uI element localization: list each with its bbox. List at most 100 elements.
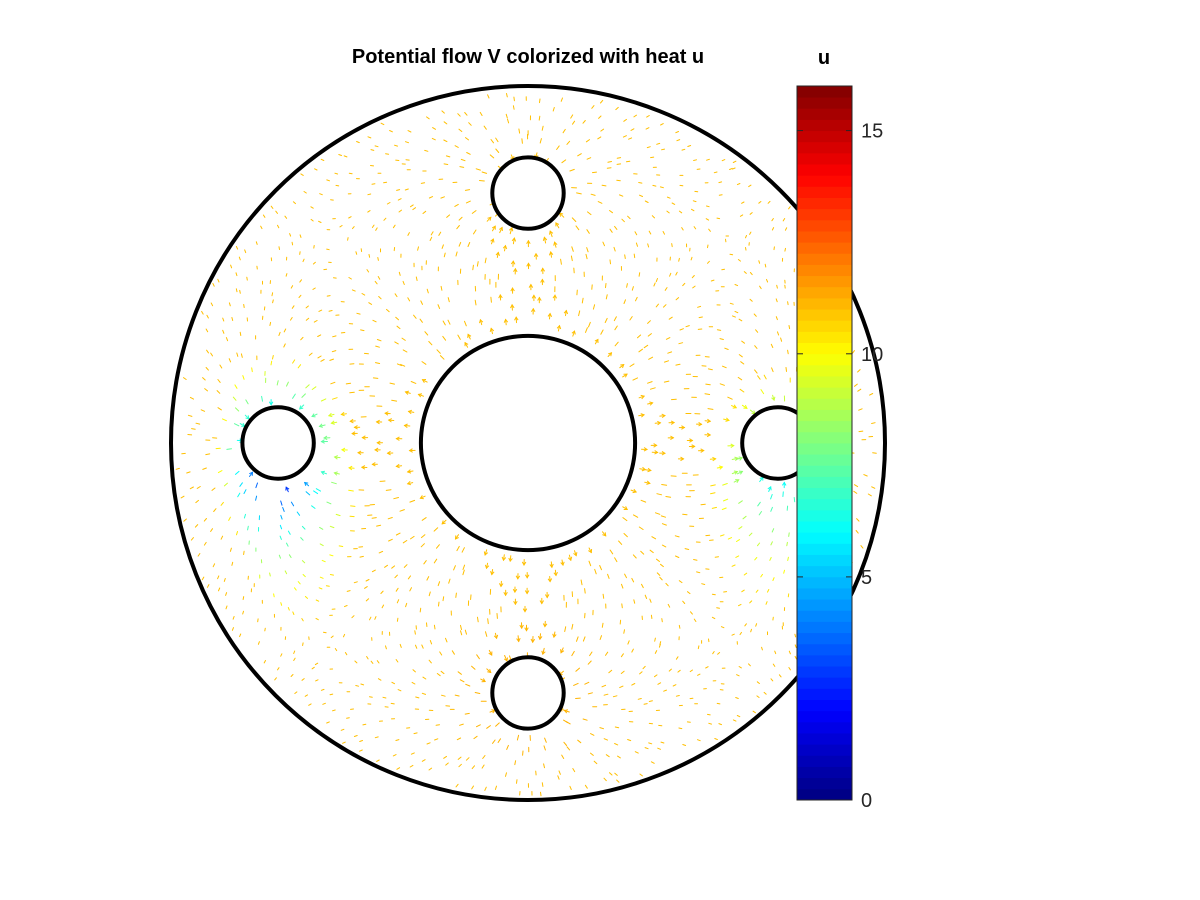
quiver-arrowhead [404, 390, 410, 395]
quiver-arrow [240, 353, 243, 358]
quiver-arrow [507, 118, 510, 124]
quiver-arrowhead [488, 651, 493, 656]
quiver-arrow [775, 316, 778, 321]
quiver-arrow [374, 145, 379, 148]
quiver-arrowhead [540, 278, 545, 283]
quiver-arrow [334, 172, 339, 175]
quiver-arrowhead [374, 447, 379, 453]
quiver-arrowhead [487, 668, 492, 674]
quiver-arrow [428, 341, 433, 346]
quiver-arrow [603, 693, 609, 696]
quiver-arrow [421, 517, 427, 521]
quiver-arrow [613, 246, 616, 252]
quiver-arrow [391, 565, 396, 569]
quiver-arrow [232, 616, 235, 620]
quiver-arrow [787, 556, 789, 561]
quiver-arrowhead [689, 438, 694, 443]
quiver-arrowhead [320, 470, 325, 476]
quiver-arrow [770, 494, 773, 500]
quiver-arrow [687, 145, 692, 147]
quiver-arrow [665, 582, 669, 587]
quiver-arrowhead [680, 456, 685, 462]
quiver-arrow [577, 153, 582, 157]
quiver-arrow [235, 470, 240, 475]
quiver-arrow [720, 534, 725, 537]
quiver-arrow [392, 754, 397, 757]
quiver-arrow [391, 399, 398, 402]
quiver-arrow [300, 173, 304, 176]
quiver-arrow [710, 484, 716, 487]
quiver-arrow [736, 715, 741, 718]
quiver-arrow [290, 674, 294, 677]
quiver-arrow [255, 482, 258, 489]
colorbar-band [797, 710, 852, 723]
quiver-arrow [438, 231, 442, 236]
quiver-arrow [429, 640, 433, 645]
quiver-arrow [343, 155, 348, 158]
quiver-arrow [410, 204, 414, 208]
quiver-arrow [476, 654, 480, 660]
quiver-arrow [389, 130, 393, 133]
quiver-arrow [705, 218, 710, 221]
quiver-arrow [395, 316, 399, 321]
colorbar-band [797, 521, 852, 533]
quiver-arrow [622, 517, 628, 522]
colorbar-tick-label: 0 [861, 790, 872, 812]
quiver-arrow [696, 571, 701, 574]
quiver-arrow [237, 492, 241, 498]
quiver-arrow [729, 167, 733, 170]
quiver-arrow [371, 569, 376, 573]
quiver-arrow [372, 377, 379, 379]
quiver-arrow [622, 135, 627, 138]
quiver-arrow [426, 116, 430, 120]
quiver-arrow [206, 349, 209, 354]
quiver-arrow [302, 642, 304, 646]
quiver-arrow [513, 96, 515, 102]
quiver-arrow [370, 149, 375, 151]
quiver-arrow [299, 234, 302, 238]
quiver-arrow [292, 393, 296, 399]
quiver-arrowhead [730, 443, 735, 449]
quiver-arrow [708, 228, 711, 232]
quiver-arrow [690, 611, 693, 615]
colorbar-band [797, 208, 852, 221]
colorbar-tick-label: 5 [861, 567, 872, 589]
quiver-arrow [481, 764, 485, 769]
quiver-arrow [322, 702, 326, 705]
quiver-arrow [210, 302, 214, 307]
quiver-arrow [284, 570, 288, 575]
quiver-arrow [656, 493, 663, 496]
quiver-arrow [484, 786, 487, 791]
quiver-arrowhead [526, 262, 531, 267]
quiver-arrow [405, 141, 409, 144]
quiver-arrow [217, 379, 221, 383]
colorbar-band [797, 610, 852, 622]
quiver-arrow [229, 547, 232, 552]
quiver-arrow [366, 656, 369, 660]
quiver-arrow [639, 671, 643, 675]
quiver-arrow [704, 393, 711, 395]
quiver-arrow [570, 114, 574, 119]
quiver-arrow [590, 193, 596, 196]
quiver-arrow [431, 137, 436, 141]
quiver-arrow [283, 328, 287, 333]
quiver-arrow [436, 544, 440, 549]
quiver-arrow [635, 296, 638, 302]
domain-boundaries [169, 84, 887, 802]
colorbar-band [797, 621, 852, 634]
quiver-arrow [205, 328, 209, 333]
quiver-arrow [743, 271, 747, 274]
quiver-arrowhead [670, 435, 675, 441]
quiver-arrowhead [387, 418, 393, 423]
colorbar-band [797, 108, 852, 120]
quiver-arrow [587, 211, 592, 216]
quiver-arrow [285, 273, 288, 277]
quiver-arrow [758, 260, 761, 264]
quiver-arrow [360, 329, 365, 332]
quiver-arrow [664, 287, 668, 291]
quiver-arrow [206, 314, 209, 319]
quiver-arrow [317, 355, 322, 359]
quiver-arrow [473, 229, 477, 235]
quiver-arrow [732, 160, 737, 163]
quiver-arrow [566, 746, 571, 751]
